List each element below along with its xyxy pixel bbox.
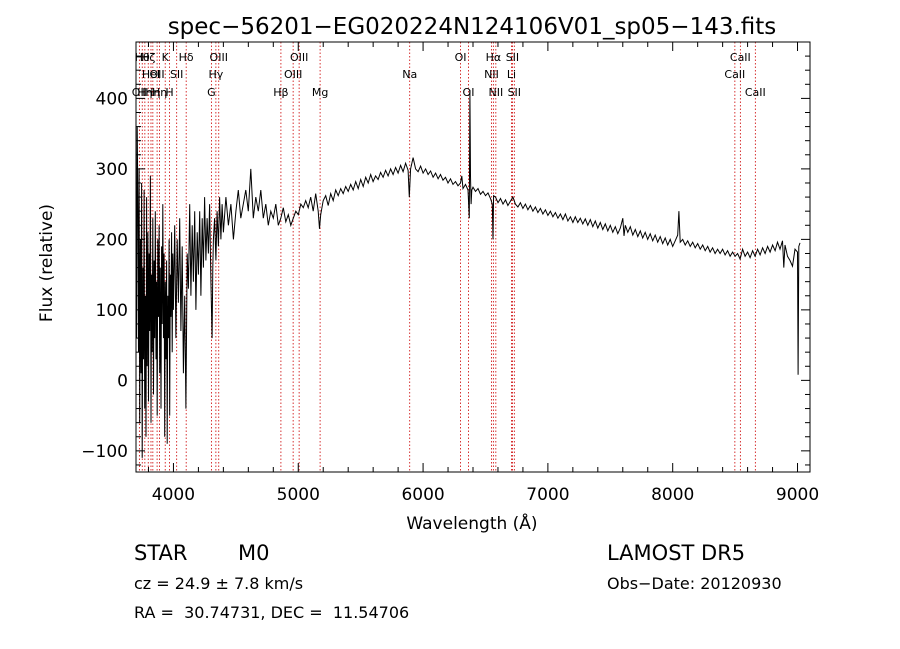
spectral-line-label: HeI — [142, 68, 160, 81]
y-axis-ticks: −100 0 100 200 300 400 — [81, 41, 810, 466]
x-tick-label: 6000 — [401, 485, 444, 505]
spectral-line-label: Hθ — [135, 51, 150, 64]
spectral-line-label: OIII — [284, 68, 302, 81]
object-subclass: M0 — [238, 541, 269, 565]
spectral-line-label: G — [207, 86, 216, 99]
y-axis-label: Flux (relative) — [37, 204, 57, 322]
redshift-cz: cz = 24.9 ± 7.8 km/s — [134, 574, 303, 593]
spectral-line-label: OII — [150, 68, 165, 81]
spectral-line-label: OI — [455, 51, 467, 64]
spectral-line-label: Hβ — [273, 86, 288, 99]
spectral-line-label: Mg — [312, 86, 328, 99]
y-tick-label: 300 — [96, 160, 128, 180]
spectral-line-label: Hα — [486, 51, 502, 64]
spectral-line-label: Li — [507, 68, 516, 81]
x-tick-label: 9000 — [776, 485, 819, 505]
spectral-line-label: OI — [463, 86, 475, 99]
spectral-line-label: CaII — [724, 68, 745, 81]
spectral-line-label: K — [162, 51, 170, 64]
x-axis-label: Wavelength (Å) — [406, 512, 537, 534]
spectral-line-label: Hζ — [141, 51, 155, 64]
spectral-line-label: NII — [484, 68, 499, 81]
y-tick-label: 0 — [117, 371, 128, 391]
y-tick-label: 400 — [96, 89, 128, 109]
survey-name: LAMOST DR5 — [607, 541, 745, 565]
x-tick-label: 8000 — [651, 485, 694, 505]
spectral-line-label: OIII — [210, 51, 228, 64]
x-tick-label: 4000 — [152, 485, 195, 505]
spectral-line-label: CaII — [730, 51, 751, 64]
observation-date: Obs−Date: 20120930 — [607, 574, 782, 593]
spectral-line-labels: OIIHθHηHζHeIHηOIIHηKHSIIHδGHγOIIIHβOIIIO… — [132, 51, 766, 99]
x-tick-label: 5000 — [277, 485, 320, 505]
spectral-line-label: OIII — [290, 51, 308, 64]
plot-area: OIIHθHηHζHeIHηOIIHηKHSIIHδGHγOIIIHβOIIIO… — [81, 41, 819, 505]
spectral-line-label: NII — [488, 86, 503, 99]
plot-frame — [135, 41, 811, 473]
y-tick-label: 100 — [96, 301, 128, 321]
x-axis-ticks: 4000 5000 6000 7000 8000 9000 — [147, 42, 819, 505]
y-tick-label: 200 — [96, 230, 128, 250]
spectral-line-label: Hγ — [208, 68, 223, 81]
spectral-line-label: Hδ — [179, 51, 194, 64]
spectrum-series-line — [135, 89, 801, 458]
ra-dec-coordinates: RA = 30.74731, DEC = 11.54706 — [134, 603, 409, 622]
object-class: STAR — [134, 541, 187, 565]
spectral-line-label: SII — [506, 51, 519, 64]
y-tick-label: −100 — [81, 442, 128, 462]
spectral-line-label: CaII — [745, 86, 766, 99]
spectral-line-label: SII — [170, 68, 183, 81]
x-tick-label: 7000 — [526, 485, 569, 505]
spectral-line-label: Hη — [137, 86, 152, 99]
spectral-line-label: SII — [508, 86, 521, 99]
spectral-line-markers — [138, 42, 756, 472]
spectral-line-label: Hη — [152, 86, 167, 99]
spectral-line-label: Hη — [145, 86, 160, 99]
chart-title: spec−56201−EG020224N124106V01_sp05−143.f… — [168, 14, 777, 40]
spectral-line-label: H — [165, 86, 173, 99]
spectral-line-label: Na — [402, 68, 417, 81]
